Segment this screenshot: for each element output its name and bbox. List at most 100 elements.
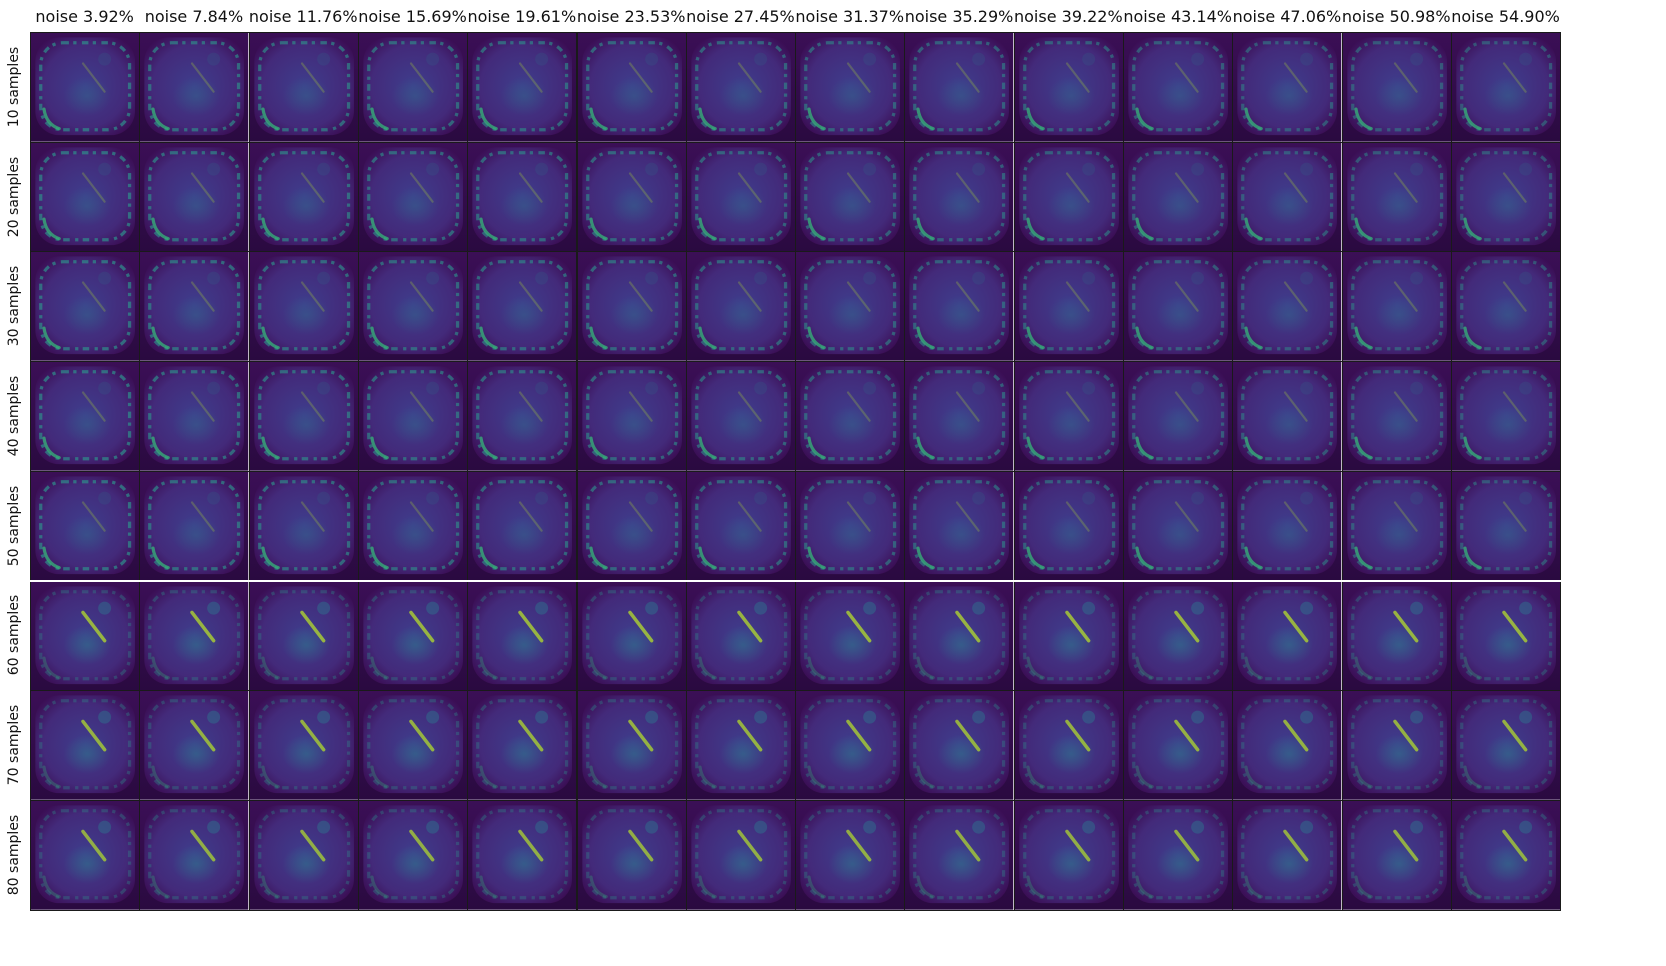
heatmap-tile <box>1341 470 1452 582</box>
heatmap-tile <box>139 580 250 692</box>
heatmap-tile <box>30 690 141 801</box>
heatmap-tile <box>1123 251 1234 363</box>
column-title: noise 19.61% <box>467 7 577 26</box>
heatmap-tile <box>139 32 250 143</box>
heatmap-tile <box>1123 32 1234 143</box>
heatmap-tile <box>248 251 359 363</box>
heatmap-tile <box>576 141 687 253</box>
column-title: noise 7.84% <box>144 7 244 26</box>
heatmap-tile <box>576 799 687 911</box>
heatmap-tile <box>357 580 469 692</box>
heatmap-tile <box>357 690 469 801</box>
heatmap-tile <box>1341 141 1452 253</box>
heatmap-tile <box>685 141 797 253</box>
row-label: 10 samples <box>6 46 22 128</box>
heatmap-tile <box>248 361 359 472</box>
heatmap-tile <box>904 251 1015 363</box>
column-title: noise 35.29% <box>904 7 1014 26</box>
heatmap-tile <box>30 799 141 911</box>
heatmap-tile <box>1123 580 1234 692</box>
heatmap-tile <box>467 799 578 911</box>
heatmap-tile <box>685 361 797 472</box>
row-label: 40 samples <box>6 375 22 457</box>
heatmap-tile <box>357 361 469 472</box>
heatmap-tile <box>1450 141 1562 253</box>
column-title: noise 3.92% <box>35 7 134 26</box>
heatmap-tile <box>904 361 1015 472</box>
heatmap-tile <box>30 580 141 692</box>
heatmap-tile <box>1232 690 1343 801</box>
heatmap-tile <box>1013 361 1124 472</box>
heatmap-tile <box>1450 799 1562 911</box>
row-label: 30 samples <box>6 266 22 347</box>
heatmap-tile <box>357 32 469 143</box>
heatmap-tile <box>248 580 359 692</box>
heatmap-tile <box>1123 470 1234 582</box>
column-title: noise 27.45% <box>686 7 795 26</box>
heatmap-tile <box>1341 32 1452 143</box>
heatmap-tile <box>576 690 687 801</box>
column-title: noise 54.90% <box>1451 7 1560 26</box>
row-label: 80 samples <box>6 814 22 895</box>
heatmap-tile <box>1013 251 1124 363</box>
heatmap-tile <box>685 32 797 143</box>
column-title: noise 15.69% <box>358 7 467 26</box>
heatmap-tile <box>139 690 250 801</box>
row-label: 20 samples <box>6 156 22 237</box>
heatmap-tile <box>1450 251 1562 363</box>
row-label: 70 samples <box>6 704 22 786</box>
heatmap-tile <box>139 141 250 253</box>
heatmap-tile <box>248 141 359 253</box>
heatmap-tile <box>467 251 578 363</box>
heatmap-tile <box>685 580 797 692</box>
heatmap-tile <box>248 690 359 801</box>
heatmap-tile <box>30 251 141 363</box>
heatmap-tile <box>795 251 906 363</box>
heatmap-tile <box>1450 690 1562 801</box>
heatmap-tile <box>795 32 906 143</box>
heatmap-tile <box>1013 141 1124 253</box>
heatmap-tile <box>357 799 469 911</box>
heatmap-tile <box>685 470 797 582</box>
heatmap-tile <box>357 251 469 363</box>
group-separator <box>30 579 1562 582</box>
heatmap-tile <box>357 470 469 582</box>
heatmap-tile <box>795 361 906 472</box>
heatmap-tile <box>1341 361 1452 472</box>
column-title: noise 50.98% <box>1341 7 1451 26</box>
row-label: 60 samples <box>6 595 22 676</box>
heatmap-tile <box>1450 470 1562 582</box>
heatmap-tile <box>1013 32 1124 143</box>
heatmap-tile <box>904 690 1015 801</box>
heatmap-tile <box>1013 799 1124 911</box>
heatmap-tile <box>30 361 141 472</box>
column-title: noise 11.76% <box>248 7 358 26</box>
column-title: noise 47.06% <box>1232 7 1342 26</box>
heatmap-tile <box>795 799 906 911</box>
heatmap-tile <box>1450 361 1562 472</box>
heatmap-tile <box>904 470 1015 582</box>
heatmap-tile <box>576 361 687 472</box>
heatmap-tile <box>139 361 250 472</box>
heatmap-tile <box>1341 580 1452 692</box>
heatmap-tile <box>685 799 797 911</box>
heatmap-tile <box>30 32 141 143</box>
heatmap-tile <box>139 251 250 363</box>
heatmap-tile <box>1123 361 1234 472</box>
heatmap-tile <box>1123 799 1234 911</box>
heatmap-tile <box>1450 580 1562 692</box>
heatmap-tile <box>685 251 797 363</box>
heatmap-tile <box>467 580 578 692</box>
heatmap-tile <box>904 32 1015 143</box>
heatmap-tile <box>467 361 578 472</box>
heatmap-tile <box>1013 690 1124 801</box>
heatmap-tile <box>904 580 1015 692</box>
heatmap-tile <box>30 470 141 582</box>
heatmap-tile <box>795 580 906 692</box>
heatmap-tile <box>1341 690 1452 801</box>
heatmap-tile <box>1013 470 1124 582</box>
column-title: noise 31.37% <box>795 7 905 26</box>
heatmap-tile <box>139 799 250 911</box>
heatmap-tile <box>576 32 687 143</box>
